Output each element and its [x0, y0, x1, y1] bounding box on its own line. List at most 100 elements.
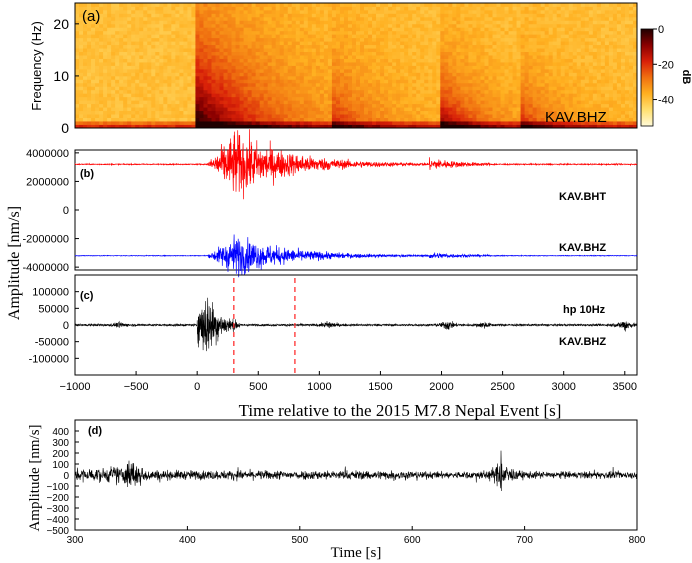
spectrogram-cell [468, 3, 473, 7]
spectrogram-cell [83, 68, 88, 73]
spectrogram-cell [219, 48, 224, 53]
spectrogram-cell [211, 107, 216, 112]
spectrogram-cell [540, 6, 546, 11]
spectrogram-cell [384, 114, 389, 118]
spectrogram-cell [484, 89, 489, 94]
spectrogram-cell [368, 96, 373, 101]
spectrogram-cell [339, 48, 345, 53]
spectrogram-cell [548, 30, 554, 35]
spectrogram-cell [119, 13, 124, 18]
spectrogram-cell [339, 121, 345, 125]
spectrogram-cell [155, 121, 160, 125]
spectrogram-cell [191, 65, 196, 70]
spectrogram-cell [291, 34, 297, 39]
spectrogram-cell [552, 100, 558, 105]
spectrogram-cell [131, 3, 136, 7]
spectrogram-cell [259, 6, 265, 11]
spectrogram-cell [203, 89, 208, 94]
spectrogram-cell [436, 41, 441, 46]
spectrogram-cell [500, 124, 505, 129]
spectrogram-cell [123, 124, 128, 129]
spectrogram-cell [400, 9, 405, 14]
spectrogram-cell [207, 27, 212, 32]
spectrogram-cell [512, 23, 517, 28]
spectrogram-cell [275, 27, 281, 32]
spectrogram-cell [135, 51, 140, 56]
spectrogram-cell [187, 34, 192, 39]
spectrogram-cell [143, 124, 148, 129]
spectrogram-cell [492, 75, 497, 80]
spectrogram-cell [388, 13, 393, 18]
spectrogram-cell [267, 68, 273, 73]
spectrogram-cell [183, 96, 188, 101]
spectrogram-cell [388, 75, 393, 80]
spectrogram-cell [460, 37, 465, 42]
spectrogram-cell [452, 103, 457, 108]
spectrogram-cell [380, 93, 385, 98]
spectrogram-cell [380, 75, 385, 80]
spectrogram-cell [524, 124, 530, 129]
spectrogram-cell [311, 58, 317, 63]
spectrogram-cell [356, 23, 361, 28]
spectrogram-cell [564, 117, 570, 122]
spectrogram-cell [556, 103, 562, 108]
spectrogram-cell [476, 48, 481, 53]
spectrogram-cell [524, 37, 530, 42]
spectrogram-cell [468, 13, 473, 18]
spectrogram-cell [504, 13, 509, 18]
spectrogram-cell [628, 124, 634, 129]
spectrogram-cell [548, 6, 554, 11]
spectrogram-cell [384, 16, 389, 21]
spectrogram-cell [335, 107, 341, 112]
spectrogram-cell [464, 82, 469, 87]
spectrogram-cell [75, 20, 80, 25]
spectrogram-cell [492, 48, 497, 53]
spectrogram-cell [360, 65, 365, 70]
spectrogram-cell [159, 37, 164, 42]
spectrogram-cell [103, 110, 108, 115]
spectrogram-cell [380, 79, 385, 84]
spectrogram-cell [151, 62, 156, 66]
spectrogram-cell [404, 51, 409, 56]
spectrogram-cell [199, 68, 204, 73]
spectrogram-cell [552, 48, 558, 53]
spectrogram-cell [159, 86, 164, 91]
spectrogram-cell [239, 34, 244, 39]
spectrogram-cell [119, 103, 124, 108]
spectrogram-cell [532, 114, 538, 118]
spectrogram-cell [251, 16, 257, 21]
spectrogram-cell [536, 13, 542, 18]
spectrogram-cell [368, 100, 373, 105]
spectrogram-cell [327, 107, 333, 112]
spectrogram-cell [351, 41, 357, 46]
spectrogram-cell [219, 89, 224, 94]
spectrogram-cell [175, 6, 180, 11]
spectrogram-cell [556, 124, 562, 129]
spectrogram-cell [119, 86, 124, 91]
spectrogram-cell [179, 93, 184, 98]
spectrogram-cell [83, 3, 88, 7]
spectrogram-cell [191, 121, 196, 125]
spectrogram-cell [99, 89, 104, 94]
spectrogram-cell [616, 62, 622, 66]
spectrogram-cell [356, 89, 361, 94]
spectrogram-cell [163, 20, 168, 25]
spectrogram-cell [239, 75, 244, 80]
spectrogram-cell [548, 117, 554, 122]
spectrogram-cell [376, 9, 381, 14]
spectrogram-cell [456, 68, 461, 73]
spectrogram-cell [508, 3, 513, 7]
spectrogram-cell [448, 103, 453, 108]
spectrogram-cell [335, 93, 341, 98]
spectrogram-cell [540, 34, 546, 39]
spectrogram-cell [616, 16, 622, 21]
spectrogram-cell [576, 55, 582, 59]
spectrogram-cell [263, 3, 269, 7]
spectrogram-cell [440, 72, 445, 77]
spectrogram-cell [223, 117, 228, 122]
spectrogram-cell [484, 6, 489, 11]
spectrogram-cell [484, 34, 489, 39]
spectrogram-cell [472, 86, 477, 91]
spectrogram-cell [131, 75, 136, 80]
